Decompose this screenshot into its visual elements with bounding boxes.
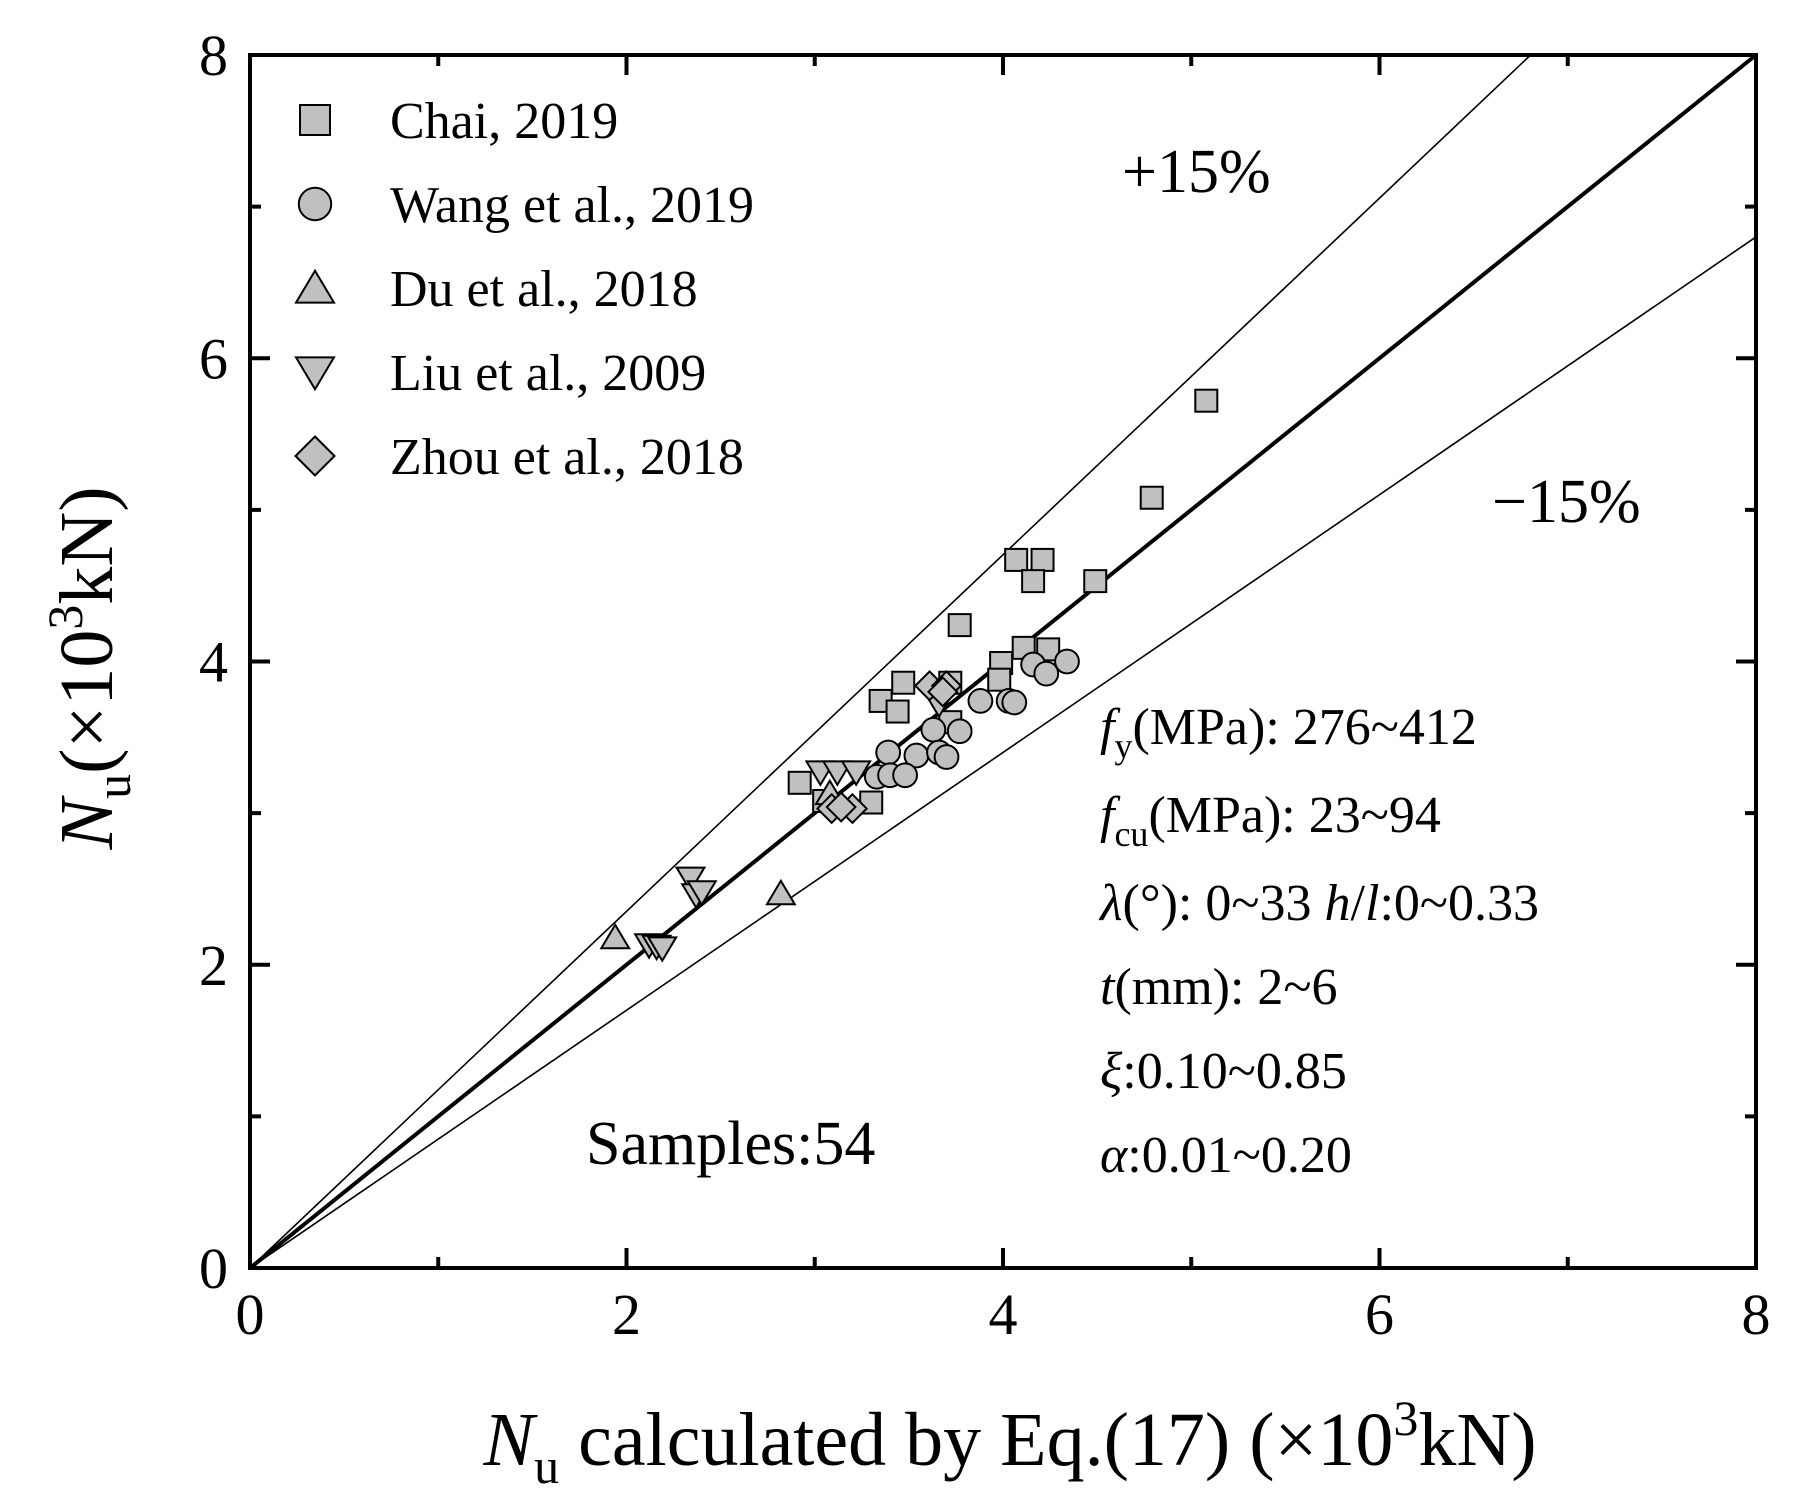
y-tick-label: 8 <box>199 23 228 88</box>
point-circle <box>933 744 960 770</box>
point-circle <box>1033 660 1060 687</box>
point-circle <box>967 688 994 714</box>
point-triangle-down <box>686 880 718 907</box>
point-circle <box>1054 648 1080 675</box>
x-tick-label: 6 <box>1365 1282 1394 1347</box>
legend-label: Wang et al., 2019 <box>390 177 754 234</box>
y-tick-label: 6 <box>199 326 228 391</box>
point-square <box>1021 569 1046 594</box>
plus-15-label: +15% <box>1122 138 1271 206</box>
minus-15-line <box>249 236 1757 1269</box>
legend-label: Du et al., 2018 <box>390 261 698 318</box>
point-square <box>1030 547 1055 572</box>
point-square <box>987 667 1012 692</box>
point-triangle-down <box>821 760 854 787</box>
samples-label: Samples:54 <box>586 1110 875 1178</box>
param-fy: fy(MPa): 276~412 <box>1100 699 1477 766</box>
legend-marker-triangle-down <box>294 356 336 392</box>
point-square <box>787 770 812 795</box>
point-triangle-down <box>840 760 872 787</box>
legend: Chai, 2019 Wang et al., 2019 Du et al., 20… <box>294 93 754 486</box>
legend-marker-square <box>299 104 331 136</box>
x-tick-label: 2 <box>612 1282 641 1347</box>
legend-marker-triangle-up <box>294 268 336 304</box>
point-square <box>891 670 916 695</box>
point-square <box>1004 547 1029 572</box>
point-triangle-up <box>765 878 797 906</box>
legend-label: Chai, 2019 <box>390 93 618 150</box>
point-square <box>885 699 910 724</box>
axis-ticks: 0 2 4 6 8 0 2 4 6 8 <box>199 23 1771 1347</box>
param-xi: ξ:0.10~0.85 <box>1100 1043 1347 1100</box>
data-markers <box>599 388 1219 963</box>
x-axis-title: Nu calculated by Eq.(17) (×103kN) <box>482 1390 1536 1488</box>
point-circle <box>920 716 947 743</box>
point-square <box>1083 569 1108 594</box>
legend-label: Zhou et al., 2018 <box>390 429 744 486</box>
point-square <box>1139 485 1164 510</box>
param-lambda: λ(°): 0~33 h/l:0~0.33 <box>1098 875 1539 932</box>
point-triangle-up <box>599 922 631 950</box>
point-diamond <box>825 791 857 823</box>
plus-15-line <box>249 54 1532 1269</box>
point-square <box>1036 637 1061 662</box>
point-triangle-down <box>674 866 707 893</box>
point-circle <box>1001 689 1028 716</box>
x-tick-label: 0 <box>236 1282 265 1347</box>
param-t: t(mm): 2~6 <box>1100 959 1338 1016</box>
y-axis-title: Nu(×103kN) <box>37 486 141 850</box>
y-tick-label: 0 <box>199 1236 228 1301</box>
minus-15-label: −15% <box>1492 468 1641 536</box>
point-triangle-down <box>646 936 678 963</box>
parameter-ranges: fy(MPa): 276~412 fcu(MPa): 23~94 λ(°): 0… <box>1098 699 1539 1184</box>
point-square <box>947 613 972 638</box>
x-tick-label: 8 <box>1742 1282 1771 1347</box>
param-alpha: α:0.01~0.20 <box>1100 1127 1352 1184</box>
legend-label: Liu et al., 2009 <box>390 345 706 402</box>
point-circle <box>946 718 973 745</box>
point-diamond <box>927 676 959 708</box>
y-tick-label: 4 <box>199 630 228 695</box>
legend-marker-circle <box>297 186 333 222</box>
x-tick-label: 4 <box>989 1282 1018 1347</box>
y-tick-label: 2 <box>199 933 228 998</box>
point-circle <box>892 762 918 789</box>
param-fcu: fcu(MPa): 23~94 <box>1100 787 1441 854</box>
point-circle <box>875 739 902 766</box>
point-square <box>1194 388 1219 413</box>
legend-marker-diamond <box>294 435 336 477</box>
